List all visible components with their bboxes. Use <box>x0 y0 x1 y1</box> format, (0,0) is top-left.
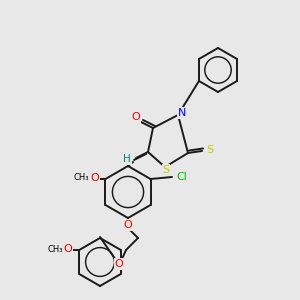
Text: S: S <box>162 165 169 175</box>
Text: S: S <box>206 145 214 155</box>
Text: CH₃: CH₃ <box>47 244 63 253</box>
Text: O: O <box>90 173 99 183</box>
Text: CH₃: CH₃ <box>74 173 89 182</box>
Text: N: N <box>178 108 186 118</box>
Text: H: H <box>123 154 131 164</box>
Text: O: O <box>115 259 123 269</box>
Text: O: O <box>124 220 132 230</box>
Text: O: O <box>64 244 73 254</box>
Text: Cl: Cl <box>177 172 188 182</box>
Text: O: O <box>132 112 140 122</box>
